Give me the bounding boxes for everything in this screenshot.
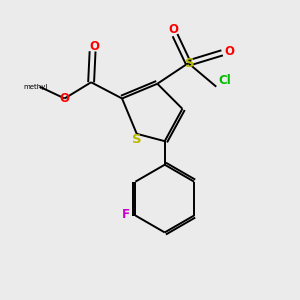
Text: O: O: [60, 92, 70, 105]
Text: S: S: [185, 57, 195, 70]
Text: S: S: [132, 133, 142, 146]
Text: F: F: [122, 208, 130, 220]
Text: O: O: [224, 45, 235, 58]
Text: methyl: methyl: [23, 84, 47, 90]
Text: Cl: Cl: [219, 74, 232, 87]
Text: O: O: [169, 23, 178, 36]
Text: O: O: [89, 40, 99, 52]
